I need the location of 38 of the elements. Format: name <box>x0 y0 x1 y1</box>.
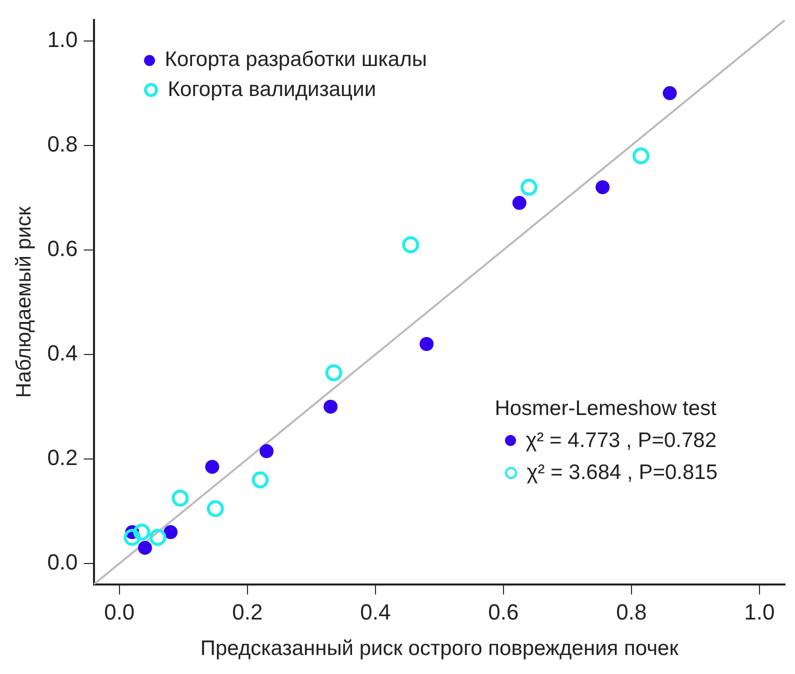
y-tick-label: 0.0 <box>47 550 78 575</box>
y-tick-label: 1.0 <box>47 26 78 52</box>
point <box>402 236 420 254</box>
y-tick-label: 0.8 <box>47 131 78 156</box>
y-tick-label: 0.4 <box>47 340 78 366</box>
legend-label: Когорта валидизации <box>166 77 378 103</box>
y-axis-title: Наблюдаемый риск <box>12 206 36 398</box>
point <box>662 86 677 100</box>
point <box>596 180 610 194</box>
annotation: χ² = 4.773 , P=0.782 <box>526 428 717 452</box>
point <box>205 460 220 474</box>
point <box>632 147 650 164</box>
point <box>172 490 189 507</box>
legend-label: Когорта разработки шкалы <box>164 47 427 73</box>
x-tick-label: 0.8 <box>616 600 647 625</box>
point <box>520 178 538 196</box>
point <box>149 528 166 546</box>
point <box>512 196 526 210</box>
point <box>325 364 342 382</box>
point <box>124 528 141 546</box>
y-tick-label: 0.6 <box>47 236 78 262</box>
point <box>252 471 269 488</box>
annotation: χ² = 3.684 , P=0.815 <box>526 460 718 484</box>
point <box>420 337 434 352</box>
point <box>133 524 150 541</box>
x-axis-title: Предсказанный риск острого повреждения почек <box>200 637 680 660</box>
x-tick-label: 1.0 <box>744 600 775 625</box>
x-tick-label: 0.4 <box>360 600 391 625</box>
point <box>260 444 274 458</box>
annotation: Hosmer-Lemeshow test <box>494 396 716 420</box>
x-tick-label: 0.2 <box>232 600 263 625</box>
point <box>138 540 152 555</box>
x-tick-label: 0.6 <box>488 600 519 625</box>
y-tick-label: 0.2 <box>47 445 78 470</box>
point <box>164 525 178 540</box>
point <box>324 400 338 414</box>
x-tick-label: 0.0 <box>104 600 135 625</box>
point <box>206 500 224 518</box>
